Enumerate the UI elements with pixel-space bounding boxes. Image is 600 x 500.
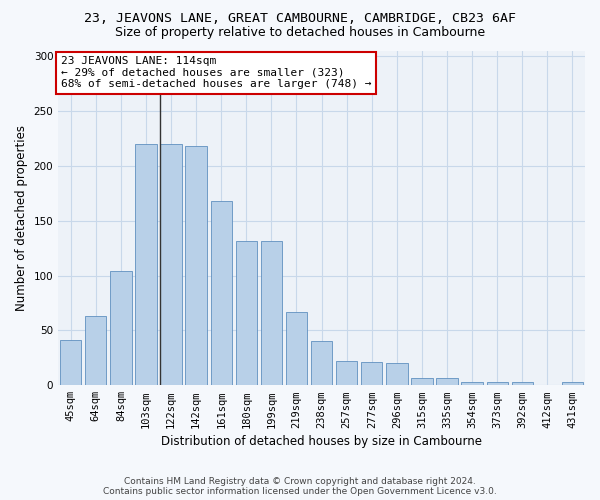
X-axis label: Distribution of detached houses by size in Cambourne: Distribution of detached houses by size … [161, 434, 482, 448]
Bar [236, 240, 257, 385]
Bar [461, 382, 483, 385]
Bar [512, 382, 533, 385]
Bar [386, 364, 407, 385]
Bar [361, 362, 382, 385]
Text: 23 JEAVONS LANE: 114sqm
← 29% of detached houses are smaller (323)
68% of semi-d: 23 JEAVONS LANE: 114sqm ← 29% of detache… [61, 56, 371, 89]
Y-axis label: Number of detached properties: Number of detached properties [15, 125, 28, 311]
Text: 23, JEAVONS LANE, GREAT CAMBOURNE, CAMBRIDGE, CB23 6AF: 23, JEAVONS LANE, GREAT CAMBOURNE, CAMBR… [84, 12, 516, 26]
Text: Size of property relative to detached houses in Cambourne: Size of property relative to detached ho… [115, 26, 485, 39]
Bar [160, 144, 182, 385]
Bar [185, 146, 207, 385]
Bar [562, 382, 583, 385]
Bar [411, 378, 433, 385]
Bar [110, 271, 131, 385]
Bar [336, 361, 358, 385]
Bar [311, 342, 332, 385]
Bar [85, 316, 106, 385]
Bar [261, 240, 282, 385]
Bar [487, 382, 508, 385]
Bar [136, 144, 157, 385]
Bar [60, 340, 82, 385]
Bar [436, 378, 458, 385]
Bar [211, 201, 232, 385]
Bar [286, 312, 307, 385]
Text: Contains HM Land Registry data © Crown copyright and database right 2024.
Contai: Contains HM Land Registry data © Crown c… [103, 476, 497, 496]
